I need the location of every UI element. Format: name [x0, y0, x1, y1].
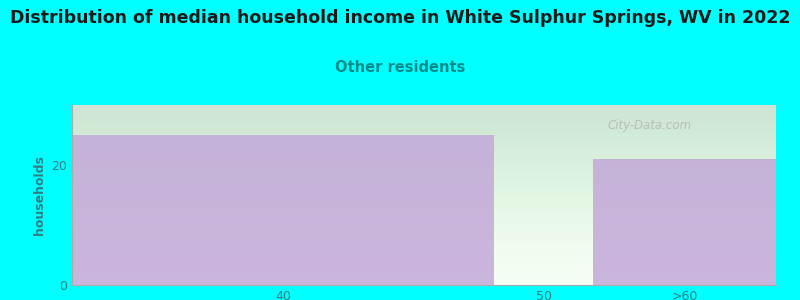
Bar	[72, 135, 494, 285]
Text: Other residents: Other residents	[335, 60, 465, 75]
Bar	[593, 159, 776, 285]
Text: Distribution of median household income in White Sulphur Springs, WV in 2022: Distribution of median household income …	[10, 9, 790, 27]
Y-axis label: households: households	[33, 155, 46, 235]
Text: City-Data.com: City-Data.com	[607, 119, 691, 132]
